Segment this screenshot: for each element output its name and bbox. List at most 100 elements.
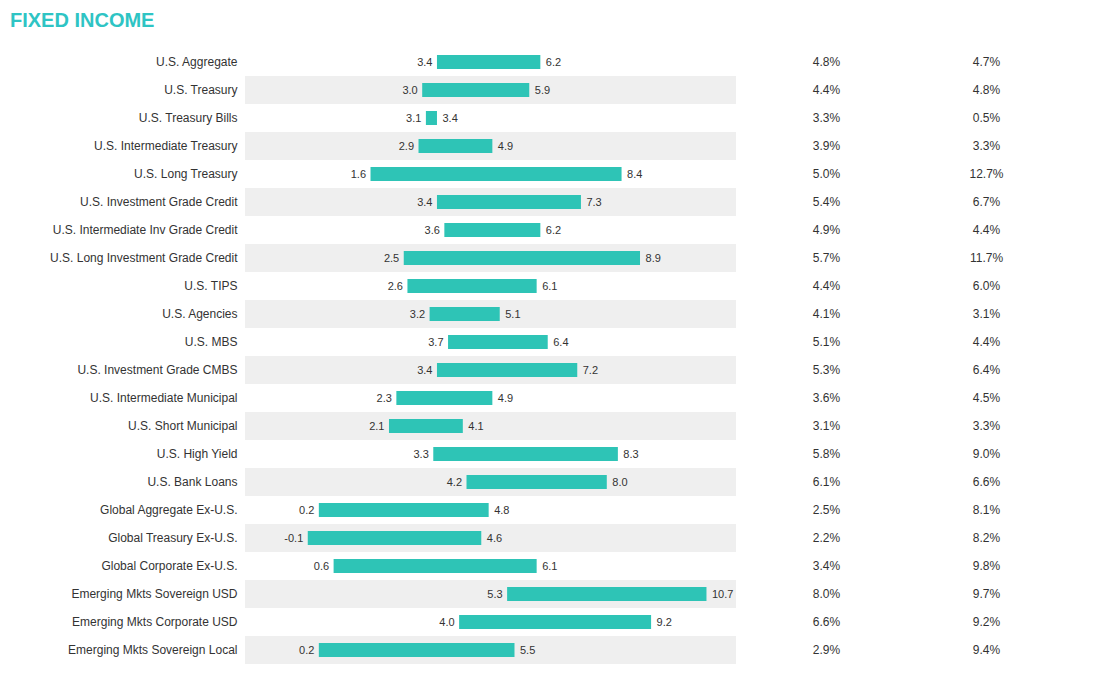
svg-text:1.6: 1.6 — [351, 168, 366, 180]
svg-text:4.1: 4.1 — [468, 420, 483, 432]
svg-text:U.S. TIPS: U.S. TIPS — [184, 279, 237, 293]
svg-text:6.2: 6.2 — [546, 56, 561, 68]
svg-text:5.1: 5.1 — [505, 308, 520, 320]
svg-text:5.3%: 5.3% — [813, 363, 841, 377]
svg-text:U.S. High Yield: U.S. High Yield — [157, 447, 238, 461]
svg-text:2.9%: 2.9% — [813, 643, 841, 657]
svg-text:9.2: 9.2 — [657, 616, 672, 628]
svg-text:5.8%: 5.8% — [813, 447, 841, 461]
svg-text:3.3: 3.3 — [413, 448, 428, 460]
svg-text:Emerging Mkts Sovereign USD: Emerging Mkts Sovereign USD — [71, 587, 237, 601]
svg-text:3.7: 3.7 — [428, 336, 443, 348]
svg-text:8.1%: 8.1% — [973, 503, 1001, 517]
svg-text:11.7%: 11.7% — [970, 251, 1003, 265]
svg-text:4.4%: 4.4% — [813, 279, 841, 293]
svg-text:U.S. Short Municipal: U.S. Short Municipal — [128, 419, 237, 433]
svg-text:4.4%: 4.4% — [973, 335, 1001, 349]
svg-text:U.S. Agencies: U.S. Agencies — [162, 307, 237, 321]
svg-text:4.4%: 4.4% — [813, 83, 841, 97]
svg-text:U.S. Aggregate: U.S. Aggregate — [156, 55, 238, 69]
svg-text:4.8%: 4.8% — [973, 83, 1001, 97]
svg-text:0.5%: 0.5% — [973, 111, 1001, 125]
svg-text:9.8%: 9.8% — [973, 559, 1001, 573]
svg-text:9.0%: 9.0% — [973, 447, 1001, 461]
svg-text:4.9%: 4.9% — [813, 223, 841, 237]
svg-text:2.5: 2.5 — [384, 252, 399, 264]
svg-text:-0.1: -0.1 — [284, 532, 303, 544]
svg-text:6.1: 6.1 — [542, 560, 557, 572]
svg-text:9.2%: 9.2% — [973, 615, 1001, 629]
svg-text:U.S. Long Treasury: U.S. Long Treasury — [134, 167, 237, 181]
svg-text:5.4%: 5.4% — [813, 195, 841, 209]
svg-text:7.3: 7.3 — [586, 196, 601, 208]
svg-text:6.0%: 6.0% — [973, 279, 1001, 293]
svg-text:3.4: 3.4 — [417, 364, 432, 376]
svg-text:3.1%: 3.1% — [973, 307, 1001, 321]
svg-text:3.6: 3.6 — [425, 224, 440, 236]
svg-text:3.4: 3.4 — [417, 56, 432, 68]
svg-text:4.4%: 4.4% — [973, 223, 1001, 237]
svg-text:4.8%: 4.8% — [813, 55, 841, 69]
svg-text:8.3: 8.3 — [623, 448, 638, 460]
svg-text:8.0: 8.0 — [612, 476, 627, 488]
svg-text:2.1: 2.1 — [369, 420, 384, 432]
svg-text:Emerging Mkts Sovereign Local: Emerging Mkts Sovereign Local — [68, 643, 237, 657]
svg-text:3.6%: 3.6% — [813, 391, 841, 405]
svg-text:4.6: 4.6 — [487, 532, 502, 544]
svg-text:0.6: 0.6 — [314, 560, 329, 572]
svg-text:5.3: 5.3 — [487, 588, 502, 600]
svg-text:4.0: 4.0 — [439, 616, 454, 628]
svg-text:9.4%: 9.4% — [973, 643, 1001, 657]
svg-text:3.3%: 3.3% — [973, 419, 1001, 433]
svg-text:6.4: 6.4 — [553, 336, 568, 348]
svg-text:3.0: 3.0 — [402, 84, 417, 96]
svg-text:U.S. Intermediate Inv Grade Cr: U.S. Intermediate Inv Grade Credit — [53, 223, 238, 237]
svg-text:4.9: 4.9 — [498, 140, 513, 152]
svg-text:Global Treasury Ex-U.S.: Global Treasury Ex-U.S. — [108, 531, 237, 545]
svg-text:U.S. Investment Grade CMBS: U.S. Investment Grade CMBS — [77, 363, 237, 377]
svg-text:6.4%: 6.4% — [973, 363, 1001, 377]
svg-text:3.9%: 3.9% — [813, 139, 841, 153]
svg-text:U.S. MBS: U.S. MBS — [185, 335, 238, 349]
svg-text:5.5: 5.5 — [520, 644, 535, 656]
svg-text:4.7%: 4.7% — [973, 55, 1001, 69]
svg-text:2.2%: 2.2% — [813, 531, 841, 545]
svg-text:8.9: 8.9 — [646, 252, 661, 264]
svg-text:3.3%: 3.3% — [813, 111, 841, 125]
svg-text:U.S. Treasury Bills: U.S. Treasury Bills — [139, 111, 238, 125]
svg-text:U.S. Intermediate Treasury: U.S. Intermediate Treasury — [94, 139, 237, 153]
svg-text:2.3: 2.3 — [377, 392, 392, 404]
svg-text:U.S. Investment Grade Credit: U.S. Investment Grade Credit — [80, 195, 238, 209]
svg-text:2.9: 2.9 — [399, 140, 414, 152]
svg-text:8.4: 8.4 — [627, 168, 642, 180]
svg-text:U.S. Treasury: U.S. Treasury — [164, 83, 237, 97]
svg-text:5.7%: 5.7% — [813, 251, 841, 265]
svg-text:2.6: 2.6 — [388, 280, 403, 292]
svg-text:Global Aggregate Ex-U.S.: Global Aggregate Ex-U.S. — [100, 503, 237, 517]
svg-text:7.2: 7.2 — [583, 364, 598, 376]
svg-text:Global Corporate Ex-U.S.: Global Corporate Ex-U.S. — [101, 559, 237, 573]
svg-text:6.6%: 6.6% — [813, 615, 841, 629]
svg-text:6.7%: 6.7% — [973, 195, 1001, 209]
svg-text:6.1%: 6.1% — [813, 475, 841, 489]
svg-text:8.2%: 8.2% — [973, 531, 1001, 545]
svg-text:3.2: 3.2 — [410, 308, 425, 320]
svg-text:3.1%: 3.1% — [813, 419, 841, 433]
svg-text:5.9: 5.9 — [535, 84, 550, 96]
svg-text:6.2: 6.2 — [546, 224, 561, 236]
svg-text:6.6%: 6.6% — [973, 475, 1001, 489]
svg-text:0.2: 0.2 — [299, 644, 314, 656]
svg-text:4.8: 4.8 — [494, 504, 509, 516]
svg-text:5.1%: 5.1% — [813, 335, 841, 349]
svg-text:3.4: 3.4 — [442, 112, 457, 124]
svg-text:12.7%: 12.7% — [969, 167, 1003, 181]
svg-text:4.2: 4.2 — [447, 476, 462, 488]
svg-text:3.1: 3.1 — [406, 112, 421, 124]
svg-text:4.1%: 4.1% — [813, 307, 841, 321]
svg-text:4.9: 4.9 — [498, 392, 513, 404]
svg-text:5.0%: 5.0% — [813, 167, 841, 181]
svg-text:4.5%: 4.5% — [973, 391, 1001, 405]
svg-text:6.1: 6.1 — [542, 280, 557, 292]
svg-text:9.7%: 9.7% — [973, 587, 1001, 601]
svg-text:3.4%: 3.4% — [813, 559, 841, 573]
